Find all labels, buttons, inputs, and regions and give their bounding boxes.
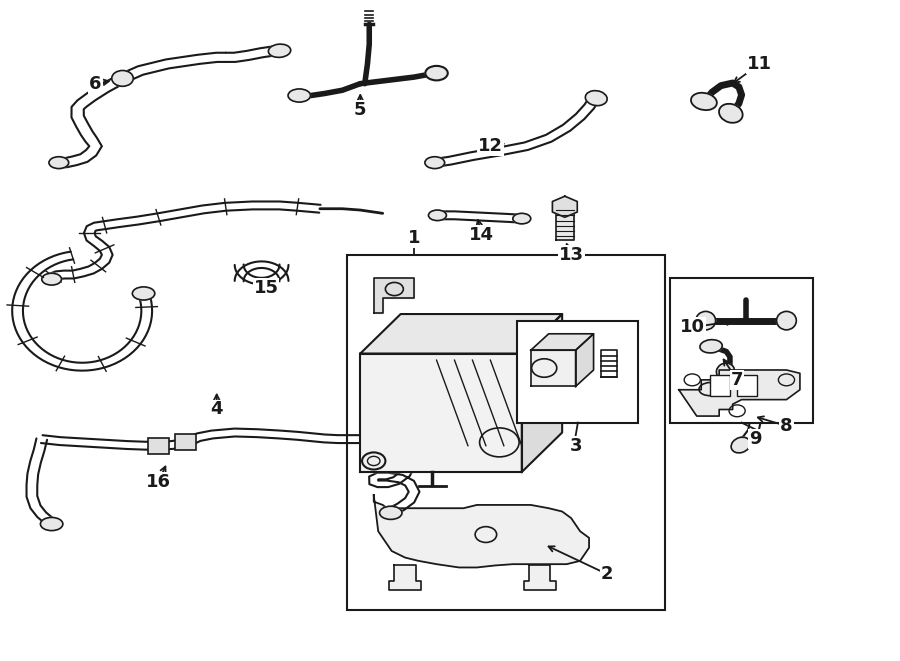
Text: 14: 14 [469, 226, 494, 244]
Bar [175, 434, 196, 450]
Text: 15: 15 [254, 279, 279, 297]
Ellipse shape [425, 157, 445, 169]
Ellipse shape [288, 89, 310, 102]
Polygon shape [374, 278, 414, 313]
Circle shape [362, 452, 385, 469]
Polygon shape [360, 354, 522, 472]
Text: 10: 10 [680, 318, 705, 336]
Ellipse shape [696, 311, 716, 330]
Polygon shape [531, 334, 594, 350]
Text: 6: 6 [89, 75, 102, 93]
Circle shape [112, 71, 133, 87]
Ellipse shape [49, 157, 68, 169]
Ellipse shape [700, 340, 722, 353]
Polygon shape [374, 495, 590, 567]
Text: 11: 11 [747, 55, 772, 73]
Text: 7: 7 [731, 371, 743, 389]
Text: 3: 3 [570, 437, 582, 455]
Polygon shape [360, 314, 562, 354]
Text: 12: 12 [478, 137, 503, 155]
Bar [148, 438, 169, 453]
Ellipse shape [691, 93, 716, 110]
Ellipse shape [777, 311, 797, 330]
Polygon shape [531, 350, 576, 387]
Ellipse shape [268, 44, 291, 58]
Text: 8: 8 [780, 417, 793, 435]
Text: 1: 1 [408, 229, 420, 247]
Ellipse shape [40, 518, 63, 531]
Ellipse shape [426, 66, 448, 81]
Bar [346, 254, 665, 610]
Ellipse shape [719, 104, 742, 123]
Ellipse shape [132, 287, 155, 300]
Ellipse shape [731, 437, 751, 453]
Bar [737, 375, 757, 397]
Ellipse shape [699, 383, 722, 396]
Polygon shape [556, 207, 574, 240]
Ellipse shape [428, 210, 446, 221]
Ellipse shape [380, 506, 402, 520]
Ellipse shape [41, 273, 61, 285]
Text: 13: 13 [559, 246, 583, 264]
Bar [518, 321, 638, 422]
Text: 9: 9 [749, 430, 761, 448]
Polygon shape [524, 565, 556, 590]
Ellipse shape [716, 363, 734, 379]
Polygon shape [522, 314, 562, 472]
Text: 5: 5 [354, 101, 366, 119]
Bar [710, 375, 730, 397]
Bar [670, 278, 814, 422]
Text: 2: 2 [601, 565, 613, 583]
Text: 16: 16 [146, 473, 171, 491]
Polygon shape [389, 565, 421, 590]
Text: 4: 4 [211, 401, 223, 418]
Polygon shape [679, 370, 800, 416]
Polygon shape [576, 334, 594, 387]
Ellipse shape [513, 214, 531, 224]
Ellipse shape [585, 91, 608, 106]
Polygon shape [553, 196, 577, 217]
